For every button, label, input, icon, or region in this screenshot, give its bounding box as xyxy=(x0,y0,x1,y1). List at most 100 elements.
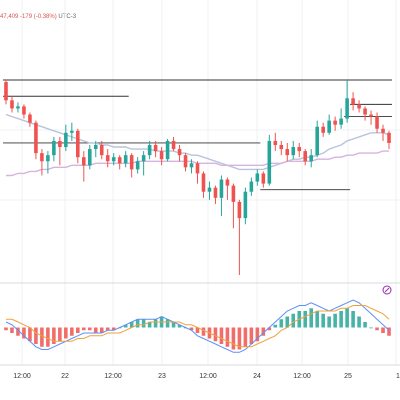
macd-histogram-bar xyxy=(309,308,314,328)
candle xyxy=(387,130,391,150)
macd-histogram-bar xyxy=(285,316,290,328)
macd-histogram-bar xyxy=(333,313,337,328)
candle xyxy=(183,153,188,172)
candle-body xyxy=(279,145,284,150)
candle-body xyxy=(28,114,32,123)
candle xyxy=(339,108,343,129)
candle xyxy=(4,80,8,105)
macd-histogram-bar xyxy=(189,327,194,331)
candle-body xyxy=(387,132,391,143)
macd-line xyxy=(5,299,390,353)
time-axis-label: 12:00 xyxy=(199,373,217,380)
candle-body xyxy=(40,153,44,162)
macd-histogram-bar xyxy=(255,327,260,342)
candle-body xyxy=(93,145,98,150)
candle-body xyxy=(58,140,62,148)
macd-histogram-bar xyxy=(339,311,343,328)
candle-body xyxy=(303,151,308,162)
candle xyxy=(291,140,296,160)
candle-body xyxy=(207,187,212,192)
macd-histogram-bar xyxy=(40,327,44,347)
macd-histogram-bar xyxy=(369,327,373,329)
macd-histogram-bar xyxy=(225,327,230,347)
macd-histogram-bar xyxy=(249,327,254,344)
macd-histogram-bar xyxy=(34,327,38,344)
candle xyxy=(327,114,331,135)
macd-histogram-bar xyxy=(76,327,80,333)
candle xyxy=(351,92,355,111)
candle-body xyxy=(183,155,188,168)
candle-body xyxy=(10,100,14,109)
macd-histogram-bar xyxy=(243,327,248,347)
time-axis-label: 25 xyxy=(344,373,352,380)
candle xyxy=(64,124,68,152)
candle xyxy=(237,199,242,275)
macd-histogram-bar xyxy=(105,327,110,331)
candle xyxy=(285,142,290,162)
macd-histogram-bar xyxy=(58,327,62,342)
time-axis-label: 22 xyxy=(61,373,69,380)
macd-histogram-bar xyxy=(177,324,182,328)
candle xyxy=(141,151,146,176)
macd-histogram-bar xyxy=(351,311,355,328)
candle xyxy=(34,120,38,160)
pane-settings-icon-ring xyxy=(382,285,392,295)
candle-body xyxy=(189,163,194,168)
candle xyxy=(58,136,62,166)
candle xyxy=(111,153,116,166)
macd-histogram-bar xyxy=(28,327,32,342)
candle xyxy=(165,138,170,162)
candle xyxy=(46,151,50,174)
candle xyxy=(93,140,98,158)
candle xyxy=(201,171,206,198)
candle-body xyxy=(333,120,337,125)
timezone-label: UTC-3 xyxy=(58,14,77,20)
candle-body xyxy=(219,179,224,198)
candle-body xyxy=(273,140,278,145)
macd-histogram-bar xyxy=(4,327,8,331)
grid-layer xyxy=(0,0,400,366)
macd-histogram-bar xyxy=(93,327,98,333)
time-axis: 12:00 22 12:00 23 12:00 24 12:00 25 12 xyxy=(13,373,400,380)
candle xyxy=(159,147,164,166)
time-axis-label: 24 xyxy=(253,373,261,380)
candle-body xyxy=(213,187,218,198)
candle-body xyxy=(153,145,158,152)
candle xyxy=(195,161,200,184)
candle-body xyxy=(225,179,230,186)
candle xyxy=(135,157,140,174)
macd-histogram-bar xyxy=(165,319,170,328)
macd-histogram-bar xyxy=(135,319,140,328)
candle xyxy=(357,100,361,113)
candle xyxy=(219,175,224,217)
candle xyxy=(345,80,349,123)
candle-body xyxy=(159,151,164,160)
candle xyxy=(273,132,278,152)
macd-histogram-bar xyxy=(16,327,20,336)
candle-body xyxy=(339,118,343,125)
candle xyxy=(70,122,74,141)
candle-body xyxy=(129,155,134,170)
candle-body xyxy=(123,155,128,164)
candle-body xyxy=(261,173,266,184)
candle xyxy=(207,181,212,200)
macd-histogram-bar xyxy=(10,327,14,333)
candle-body xyxy=(195,163,200,174)
candle-body xyxy=(99,145,104,156)
macd-signal-line xyxy=(6,305,390,348)
candle-body xyxy=(34,122,38,154)
candle xyxy=(279,140,284,156)
candle xyxy=(333,116,337,131)
candle-body xyxy=(4,82,8,101)
candle-body xyxy=(267,140,272,184)
macd-histogram-bar xyxy=(64,327,68,339)
candles xyxy=(4,80,391,275)
candle xyxy=(303,149,308,166)
candle-body xyxy=(381,128,385,133)
candle-body xyxy=(345,98,349,119)
candle-body xyxy=(16,106,20,109)
candle-body xyxy=(357,104,361,109)
candle-body xyxy=(363,108,367,115)
